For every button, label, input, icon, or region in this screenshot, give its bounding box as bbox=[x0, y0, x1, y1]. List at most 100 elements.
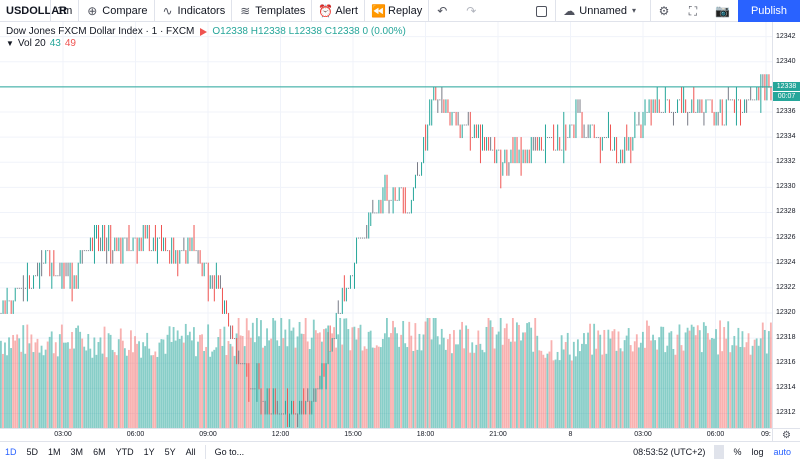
range-1m[interactable]: 1M bbox=[48, 446, 61, 457]
interval-button[interactable]: 1m bbox=[57, 4, 73, 17]
volume-bar bbox=[560, 335, 563, 428]
volume-bar bbox=[572, 341, 575, 428]
volume-bar bbox=[77, 325, 80, 428]
volume-bar bbox=[489, 320, 492, 428]
auto-toggle[interactable]: auto bbox=[773, 447, 791, 457]
range-all[interactable]: All bbox=[185, 446, 196, 457]
volume-bar bbox=[463, 348, 466, 428]
volume-bar bbox=[444, 349, 447, 428]
volume-bar bbox=[603, 330, 606, 428]
chart-pane[interactable] bbox=[0, 22, 772, 428]
volume-bar bbox=[262, 347, 264, 428]
range-5y[interactable]: 5Y bbox=[164, 446, 176, 457]
volume-bar bbox=[241, 335, 244, 428]
indicators-button[interactable]: ∿ Indicators bbox=[155, 0, 232, 22]
time-tick-label: 03:00 bbox=[54, 431, 72, 438]
log-toggle[interactable]: log bbox=[751, 447, 764, 457]
volume-bar bbox=[331, 333, 333, 428]
volume-bar bbox=[379, 347, 382, 428]
volume-bar bbox=[479, 343, 482, 428]
clock-timezone[interactable]: 08:53:52 (UTC+2) bbox=[633, 447, 706, 457]
settings-button[interactable]: ⚙ bbox=[651, 0, 680, 22]
volume-bar bbox=[552, 360, 555, 428]
volume-bar bbox=[532, 351, 535, 428]
volume-bar bbox=[93, 337, 96, 428]
volume-bar bbox=[312, 319, 315, 428]
divider bbox=[153, 0, 155, 22]
volume-bar bbox=[123, 348, 126, 428]
volume-bar bbox=[737, 327, 740, 428]
range-1d[interactable]: 1D bbox=[5, 446, 17, 457]
undo-button[interactable]: ↶ bbox=[429, 0, 458, 22]
volume-bar bbox=[520, 340, 522, 428]
volume-bar bbox=[473, 352, 476, 428]
templates-button[interactable]: ≋ Templates bbox=[232, 0, 311, 22]
divider bbox=[714, 445, 725, 459]
fullscreen-select-checkbox[interactable] bbox=[536, 5, 548, 17]
volume-bar bbox=[363, 346, 366, 428]
time-axis[interactable]: 03:00 06:00 09:00 12:00 15:00 18:00 21:00 8 03:0… bbox=[0, 428, 772, 441]
volume-bar bbox=[278, 345, 281, 428]
redo-icon: ↷ bbox=[466, 3, 477, 18]
range-ytd[interactable]: YTD bbox=[115, 446, 134, 457]
volume-bar bbox=[97, 342, 100, 428]
volume-bar bbox=[442, 337, 445, 428]
volume-bar bbox=[268, 340, 270, 428]
volume-bar bbox=[556, 351, 559, 428]
templates-icon: ≋ bbox=[240, 3, 251, 18]
volume-bar bbox=[627, 328, 630, 428]
volume-bar bbox=[2, 353, 4, 428]
volume-bar bbox=[16, 334, 19, 428]
volume-bar bbox=[495, 334, 498, 428]
volume-bar bbox=[359, 324, 362, 428]
volume-bar bbox=[761, 322, 764, 428]
volume-bar bbox=[516, 322, 518, 428]
volume-bar bbox=[670, 331, 673, 428]
snapshot-button[interactable]: 📷 bbox=[709, 0, 738, 22]
compare-button[interactable]: ⊕ Compare bbox=[79, 0, 153, 22]
volume-bar bbox=[729, 352, 732, 428]
volume-bar bbox=[343, 318, 346, 428]
volume-bar bbox=[765, 353, 768, 428]
volume-bar bbox=[345, 318, 348, 428]
publish-button[interactable]: Publish bbox=[738, 0, 800, 22]
volume-bar bbox=[475, 344, 478, 428]
volume-bar bbox=[739, 346, 742, 428]
volume-bar bbox=[211, 351, 214, 428]
volume-bar bbox=[101, 353, 104, 428]
alert-button[interactable]: ⏰ Alert bbox=[312, 0, 364, 22]
price-tick-label: 12340 bbox=[776, 57, 796, 65]
volume-bar bbox=[467, 328, 470, 428]
volume-bar bbox=[579, 351, 581, 428]
range-1y[interactable]: 1Y bbox=[143, 446, 155, 457]
percent-toggle[interactable]: % bbox=[733, 447, 742, 457]
volume-bar bbox=[568, 354, 571, 428]
range-6m[interactable]: 6M bbox=[93, 446, 106, 457]
volume-bar bbox=[725, 338, 728, 428]
volume-bar bbox=[428, 318, 431, 428]
volume-bar bbox=[501, 344, 504, 428]
symbol-search[interactable]: USDOLLAR bbox=[6, 4, 68, 17]
layout-button[interactable]: ☁ Unnamed ▾ bbox=[556, 0, 650, 22]
time-tick-label: 15:00 bbox=[344, 431, 362, 438]
volume-bar bbox=[709, 339, 711, 428]
goto-button[interactable]: Go to... bbox=[214, 446, 245, 457]
volume-bar bbox=[32, 352, 35, 428]
fullscreen-button[interactable]: ⛶ bbox=[680, 0, 709, 22]
volume-bar bbox=[335, 347, 338, 428]
scale-settings-button[interactable]: ⚙ bbox=[772, 428, 800, 441]
volume-bar bbox=[422, 334, 425, 428]
volume-bar bbox=[125, 355, 128, 428]
chevron-down-icon[interactable]: ▼ bbox=[6, 39, 14, 48]
volume-bar bbox=[471, 342, 474, 428]
volume-bar bbox=[306, 341, 309, 428]
gear-icon: ⚙ bbox=[782, 429, 791, 441]
range-3m[interactable]: 3M bbox=[70, 446, 84, 457]
replay-button[interactable]: ⏪ Replay bbox=[365, 0, 428, 22]
volume-bar bbox=[623, 340, 626, 428]
redo-button[interactable]: ↷ bbox=[458, 0, 487, 22]
flag-icon[interactable] bbox=[200, 27, 208, 36]
price-chart[interactable] bbox=[0, 22, 772, 428]
volume-bar bbox=[95, 354, 98, 428]
range-5d[interactable]: 5D bbox=[26, 446, 39, 457]
